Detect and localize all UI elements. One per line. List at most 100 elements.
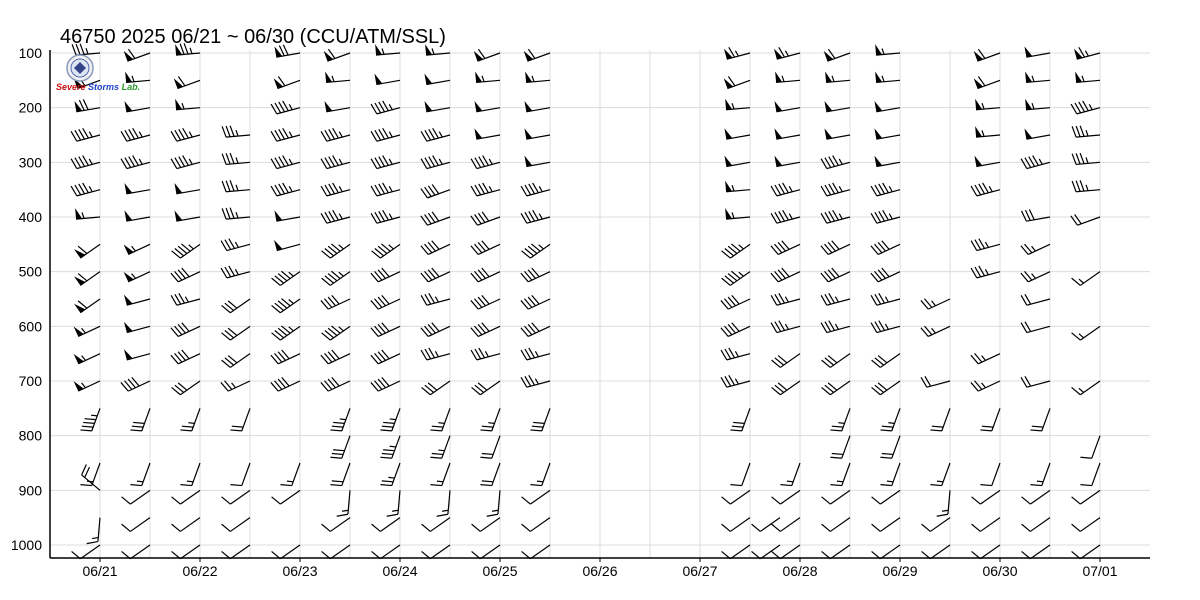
- barb-shaft: [929, 517, 951, 532]
- barb-shaft: [741, 462, 751, 486]
- lab-logo-caption: Severe Storms Lab.: [56, 82, 140, 92]
- barb-flag: [221, 153, 227, 165]
- wind-barb: [80, 408, 101, 432]
- barb-half-flag: [788, 213, 793, 220]
- barb-flag: [528, 347, 536, 359]
- wind-barb: [380, 408, 401, 432]
- barb-flag: [930, 484, 942, 487]
- wind-barb: [271, 270, 301, 286]
- barb-shaft: [176, 189, 201, 195]
- wind-barb: [920, 376, 951, 388]
- wind-barb: [420, 322, 451, 338]
- barb-shaft: [829, 544, 851, 560]
- wind-barb: [970, 182, 1001, 197]
- barb-flag: [878, 183, 886, 195]
- wind-barb: [124, 101, 151, 113]
- wind-barb: [370, 376, 401, 392]
- barb-half-flag: [389, 445, 396, 448]
- barb-flag: [421, 523, 431, 532]
- barb-flag: [1030, 484, 1042, 487]
- barb-flag: [381, 425, 394, 428]
- barb-flag: [221, 305, 231, 314]
- logo-caption-severe: Severe: [56, 82, 86, 92]
- wind-barb: [520, 209, 551, 224]
- barb-half-flag: [538, 244, 544, 250]
- barb-flag: [278, 101, 286, 113]
- barb-flag: [1074, 102, 1082, 114]
- barb-flag: [970, 185, 978, 197]
- wind-barb: [875, 71, 901, 84]
- wind-barb: [520, 322, 551, 338]
- barb-flag: [332, 182, 339, 194]
- wind-barb: [420, 292, 451, 306]
- barb-flag: [270, 382, 279, 392]
- barb-flag: [330, 456, 342, 459]
- barb-pennant: [975, 126, 983, 138]
- wind-barb: [1030, 408, 1051, 432]
- barb-shaft: [779, 544, 801, 560]
- barb-shaft: [727, 79, 751, 90]
- barb-flag: [820, 185, 828, 197]
- barb-flag: [174, 248, 185, 257]
- x-tick-label: 07/01: [1082, 563, 1117, 579]
- barb-flag: [321, 277, 331, 286]
- barb-flag: [428, 128, 436, 140]
- barb-flag: [481, 480, 494, 483]
- barb-pennant: [123, 244, 134, 255]
- barb-flag: [881, 452, 894, 456]
- wind-barb: [521, 489, 551, 505]
- barb-flag: [827, 382, 838, 391]
- barb-flag: [181, 267, 190, 278]
- wind-barb: [123, 294, 151, 306]
- barb-shaft: [279, 489, 301, 505]
- barb-flag: [183, 43, 189, 55]
- barb-half-flag: [288, 299, 294, 305]
- barb-half-flag: [81, 355, 86, 361]
- barb-pennant: [1024, 128, 1033, 140]
- barb-flag: [921, 551, 931, 560]
- barb-half-flag: [888, 422, 895, 424]
- barb-flag: [120, 382, 129, 392]
- wind-barb: [271, 325, 301, 341]
- barb-pennant: [973, 50, 984, 62]
- barb-flag: [1075, 125, 1081, 137]
- barb-flag: [274, 302, 285, 311]
- barb-flag: [881, 267, 890, 278]
- barb-flag: [370, 272, 379, 283]
- wind-barb: [221, 325, 251, 341]
- barb-pennant: [375, 44, 383, 56]
- barb-flag: [170, 327, 179, 337]
- barb-flag: [1021, 523, 1031, 532]
- barb-flag: [281, 349, 290, 360]
- barb-pennant: [875, 71, 883, 83]
- barb-flag: [774, 384, 785, 393]
- wind-barb: [725, 98, 751, 111]
- barb-flag: [981, 425, 994, 428]
- barb-flag: [521, 496, 531, 505]
- barb-flag: [527, 269, 536, 279]
- wind-barb: [724, 155, 751, 168]
- wind-barb: [823, 48, 851, 62]
- barb-half-flag: [1078, 333, 1085, 339]
- barb-flag: [431, 211, 440, 222]
- barb-half-flag: [1085, 129, 1089, 137]
- barb-flag: [831, 240, 840, 250]
- barb-half-flag: [88, 158, 93, 165]
- barb-flag: [828, 210, 836, 222]
- wind-barb: [230, 408, 251, 432]
- barb-flag: [474, 271, 483, 281]
- wind-barb: [723, 46, 751, 60]
- barb-shaft: [729, 489, 751, 505]
- barb-flag: [427, 242, 436, 252]
- barb-flag: [420, 131, 428, 142]
- barb-shaft: [776, 325, 801, 334]
- barb-shaft: [726, 380, 751, 388]
- barb-flag: [177, 382, 188, 391]
- wind-barb: [320, 182, 351, 197]
- barb-half-flag: [138, 131, 143, 138]
- wind-barb: [870, 240, 901, 256]
- barb-flag: [1020, 245, 1029, 255]
- barb-flag: [420, 272, 429, 283]
- barb-flag: [828, 156, 836, 167]
- barb-flag: [470, 327, 479, 337]
